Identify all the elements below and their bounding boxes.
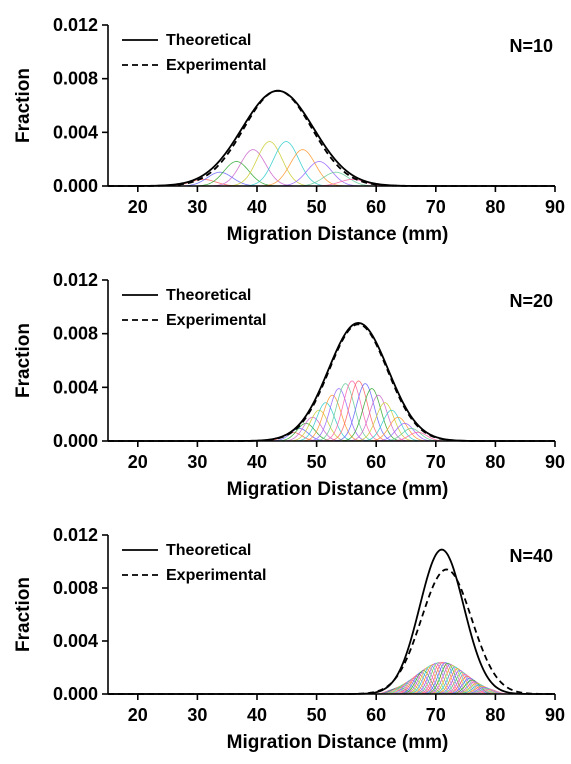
chart-panel-3: 20 30 40 50 60 70 80 90 0.000 0.004 0.008 0.012 Migr… — [13, 525, 565, 753]
component-curve — [322, 380, 395, 442]
component-curve — [289, 402, 362, 442]
legend-experimental-label: Experimental — [166, 57, 266, 74]
y-tick-label: 0.004 — [53, 631, 98, 651]
x-tick-label: 70 — [426, 705, 446, 725]
experimental-curve — [108, 89, 555, 187]
x-axis-title: Migration Distance (mm) — [227, 732, 449, 753]
y-tick-label: 0.000 — [53, 684, 98, 704]
panel-label: N=10 — [509, 36, 553, 56]
x-tick-label: 40 — [247, 197, 267, 217]
x-tick-label: 70 — [426, 452, 446, 472]
x-tick-label: 30 — [187, 197, 207, 217]
x-axis-title: Migration Distance (mm) — [227, 479, 449, 500]
component-curve — [342, 394, 415, 442]
component-curve — [349, 402, 421, 442]
theoretical-curve — [108, 89, 555, 187]
x-tick-label: 50 — [307, 705, 327, 725]
y-tick-label: 0.012 — [53, 525, 98, 545]
y-tick-label: 0.004 — [53, 122, 98, 142]
y-tick-label: 0.008 — [53, 324, 98, 344]
x-tick-label: 60 — [366, 705, 386, 725]
x-tick-label: 40 — [247, 452, 267, 472]
component-curve — [236, 141, 337, 187]
y-tick-label: 0.012 — [53, 270, 98, 290]
component-curve — [296, 394, 369, 442]
x-tick-label: 80 — [485, 452, 505, 472]
y-axis-title: Fraction — [13, 323, 34, 398]
y-tick-label: 0.000 — [53, 176, 98, 196]
y-tick-label: 0.008 — [53, 578, 98, 598]
x-tick-label: 30 — [187, 452, 207, 472]
component-curve — [283, 409, 355, 442]
component-curve — [219, 141, 320, 187]
x-tick-label: 40 — [247, 705, 267, 725]
chart-panel-1: 20 30 40 50 60 70 80 90 0.000 0.004 0.008 0.012 Migr… — [13, 15, 565, 245]
legend-experimental-label: Experimental — [166, 567, 266, 584]
x-tick-label: 60 — [366, 452, 386, 472]
x-tick-label: 60 — [366, 197, 386, 217]
y-axis-title: Fraction — [13, 68, 34, 143]
legend-theoretical-label: Theoretical — [166, 542, 251, 559]
x-tick-label: 90 — [545, 452, 565, 472]
x-tick-label: 50 — [307, 452, 327, 472]
x-tick-label: 30 — [187, 705, 207, 725]
y-tick-label: 0.008 — [53, 69, 98, 89]
component-curve — [355, 409, 428, 442]
component-curve — [316, 380, 388, 442]
x-tick-label: 80 — [485, 197, 505, 217]
y-tick-label: 0.012 — [53, 15, 98, 35]
x-axis-title: Migration Distance (mm) — [227, 224, 449, 245]
legend-experimental-label: Experimental — [166, 312, 266, 329]
y-tick-label: 0.004 — [53, 377, 98, 397]
panel-label: N=40 — [509, 546, 553, 566]
x-tick-label: 80 — [485, 705, 505, 725]
legend-theoretical-label: Theoretical — [166, 32, 251, 49]
x-tick-label: 20 — [128, 197, 148, 217]
x-tick-label: 70 — [426, 197, 446, 217]
x-tick-label: 20 — [128, 705, 148, 725]
legend-theoretical-label: Theoretical — [166, 287, 251, 304]
panel-label: N=20 — [509, 291, 553, 311]
component-curve — [329, 383, 401, 442]
y-axis-title: Fraction — [13, 577, 34, 652]
x-tick-label: 90 — [545, 197, 565, 217]
x-tick-label: 20 — [128, 452, 148, 472]
component-curve — [252, 149, 353, 187]
x-tick-label: 90 — [545, 705, 565, 725]
experimental-curve — [108, 568, 555, 695]
y-tick-label: 0.000 — [53, 431, 98, 451]
x-tick-label: 50 — [307, 197, 327, 217]
chart-panel-2: 20 30 40 50 60 70 80 90 0.000 0.004 0.008 0.012 Migr… — [13, 270, 565, 500]
component-curve — [336, 388, 408, 442]
